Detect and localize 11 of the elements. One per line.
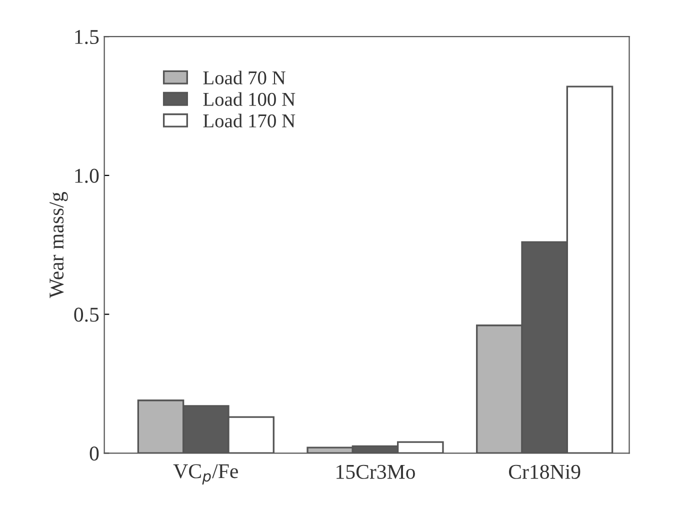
y-tick-label: 0 — [90, 446, 99, 461]
y-tick-label: 0.5 — [74, 308, 99, 322]
legend-label: Load 70 N — [203, 70, 286, 84]
x-tick-label: VC$_{p}$/Fe — [173, 464, 238, 484]
x-tick-label: 15Cr3Mo — [336, 464, 415, 479]
legend-label: Load 170 N — [203, 114, 296, 128]
y-tick-label: 1.0 — [75, 168, 99, 183]
y-axis-title: Wear mass/g — [50, 192, 68, 298]
legend-label: Load 100 N — [203, 92, 296, 106]
x-tick-label: Cr18Ni9 — [508, 464, 580, 479]
y-tick-label: 1.5 — [75, 30, 99, 44]
